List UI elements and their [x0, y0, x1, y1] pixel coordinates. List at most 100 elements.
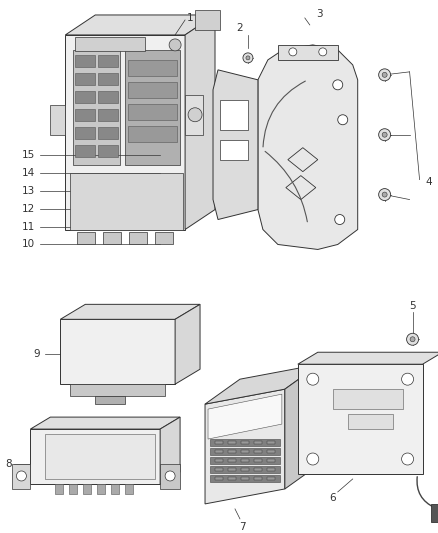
- Circle shape: [379, 69, 391, 81]
- Polygon shape: [185, 15, 215, 230]
- Polygon shape: [267, 450, 275, 453]
- Polygon shape: [254, 468, 262, 471]
- Circle shape: [246, 56, 250, 60]
- Polygon shape: [95, 396, 125, 404]
- Polygon shape: [267, 459, 275, 462]
- Polygon shape: [75, 91, 95, 103]
- Polygon shape: [30, 429, 160, 484]
- Polygon shape: [111, 484, 119, 494]
- Circle shape: [307, 453, 319, 465]
- Text: 5: 5: [409, 301, 416, 311]
- Circle shape: [402, 453, 413, 465]
- Circle shape: [333, 80, 343, 90]
- Polygon shape: [298, 364, 423, 474]
- Polygon shape: [103, 232, 121, 245]
- Polygon shape: [129, 232, 147, 245]
- Polygon shape: [333, 389, 403, 409]
- Circle shape: [379, 129, 391, 141]
- Polygon shape: [98, 73, 118, 85]
- Polygon shape: [65, 35, 185, 230]
- Text: 1: 1: [187, 13, 193, 23]
- Polygon shape: [175, 304, 200, 384]
- Polygon shape: [71, 173, 183, 230]
- Text: 2: 2: [237, 23, 243, 33]
- Polygon shape: [228, 450, 236, 453]
- Polygon shape: [205, 389, 285, 504]
- Polygon shape: [228, 441, 236, 444]
- Polygon shape: [228, 468, 236, 471]
- Text: 7: 7: [239, 522, 245, 532]
- Polygon shape: [195, 10, 220, 30]
- Polygon shape: [208, 394, 282, 439]
- Polygon shape: [75, 144, 95, 157]
- Text: 13: 13: [22, 185, 35, 196]
- Polygon shape: [60, 319, 175, 384]
- Text: 8: 8: [5, 459, 12, 469]
- Circle shape: [289, 48, 297, 56]
- Polygon shape: [128, 60, 177, 76]
- Circle shape: [402, 373, 413, 385]
- Polygon shape: [83, 484, 91, 494]
- Polygon shape: [241, 459, 249, 462]
- Polygon shape: [160, 464, 180, 489]
- Polygon shape: [65, 15, 215, 35]
- Polygon shape: [69, 484, 77, 494]
- Text: 10: 10: [22, 239, 35, 249]
- Text: 15: 15: [22, 150, 35, 160]
- Polygon shape: [267, 468, 275, 471]
- Polygon shape: [228, 477, 236, 480]
- Circle shape: [188, 108, 202, 122]
- Polygon shape: [298, 352, 438, 364]
- Polygon shape: [258, 45, 358, 249]
- Polygon shape: [241, 468, 249, 471]
- Polygon shape: [185, 95, 203, 135]
- Polygon shape: [97, 484, 105, 494]
- Circle shape: [406, 333, 419, 345]
- Polygon shape: [75, 73, 95, 85]
- Polygon shape: [241, 441, 249, 444]
- Polygon shape: [254, 450, 262, 453]
- Polygon shape: [254, 459, 262, 462]
- Polygon shape: [98, 55, 118, 67]
- Polygon shape: [210, 466, 280, 473]
- Text: 12: 12: [22, 204, 35, 214]
- Polygon shape: [77, 232, 95, 245]
- Circle shape: [17, 471, 26, 481]
- Polygon shape: [215, 441, 223, 444]
- Polygon shape: [98, 91, 118, 103]
- Polygon shape: [220, 140, 248, 160]
- Circle shape: [382, 192, 387, 197]
- Text: 3: 3: [317, 9, 323, 19]
- Polygon shape: [98, 144, 118, 157]
- Polygon shape: [98, 109, 118, 121]
- Polygon shape: [241, 477, 249, 480]
- Polygon shape: [431, 504, 438, 522]
- Circle shape: [165, 471, 175, 481]
- Text: 11: 11: [22, 222, 35, 231]
- Polygon shape: [215, 477, 223, 480]
- Polygon shape: [228, 459, 236, 462]
- Circle shape: [410, 337, 415, 342]
- Polygon shape: [50, 105, 65, 135]
- Circle shape: [335, 215, 345, 224]
- Text: 14: 14: [22, 167, 35, 177]
- Polygon shape: [160, 417, 180, 484]
- Polygon shape: [12, 464, 30, 489]
- Polygon shape: [55, 484, 64, 494]
- Text: 4: 4: [426, 176, 432, 187]
- Polygon shape: [75, 55, 95, 67]
- Circle shape: [338, 115, 348, 125]
- Polygon shape: [75, 37, 145, 51]
- Polygon shape: [46, 434, 155, 479]
- Polygon shape: [205, 364, 320, 404]
- Polygon shape: [125, 484, 133, 494]
- Polygon shape: [75, 109, 95, 121]
- Circle shape: [382, 72, 387, 77]
- Polygon shape: [73, 50, 120, 165]
- Polygon shape: [210, 475, 280, 482]
- Polygon shape: [267, 477, 275, 480]
- Polygon shape: [254, 441, 262, 444]
- Polygon shape: [285, 364, 320, 489]
- Circle shape: [243, 53, 253, 63]
- Polygon shape: [60, 304, 200, 319]
